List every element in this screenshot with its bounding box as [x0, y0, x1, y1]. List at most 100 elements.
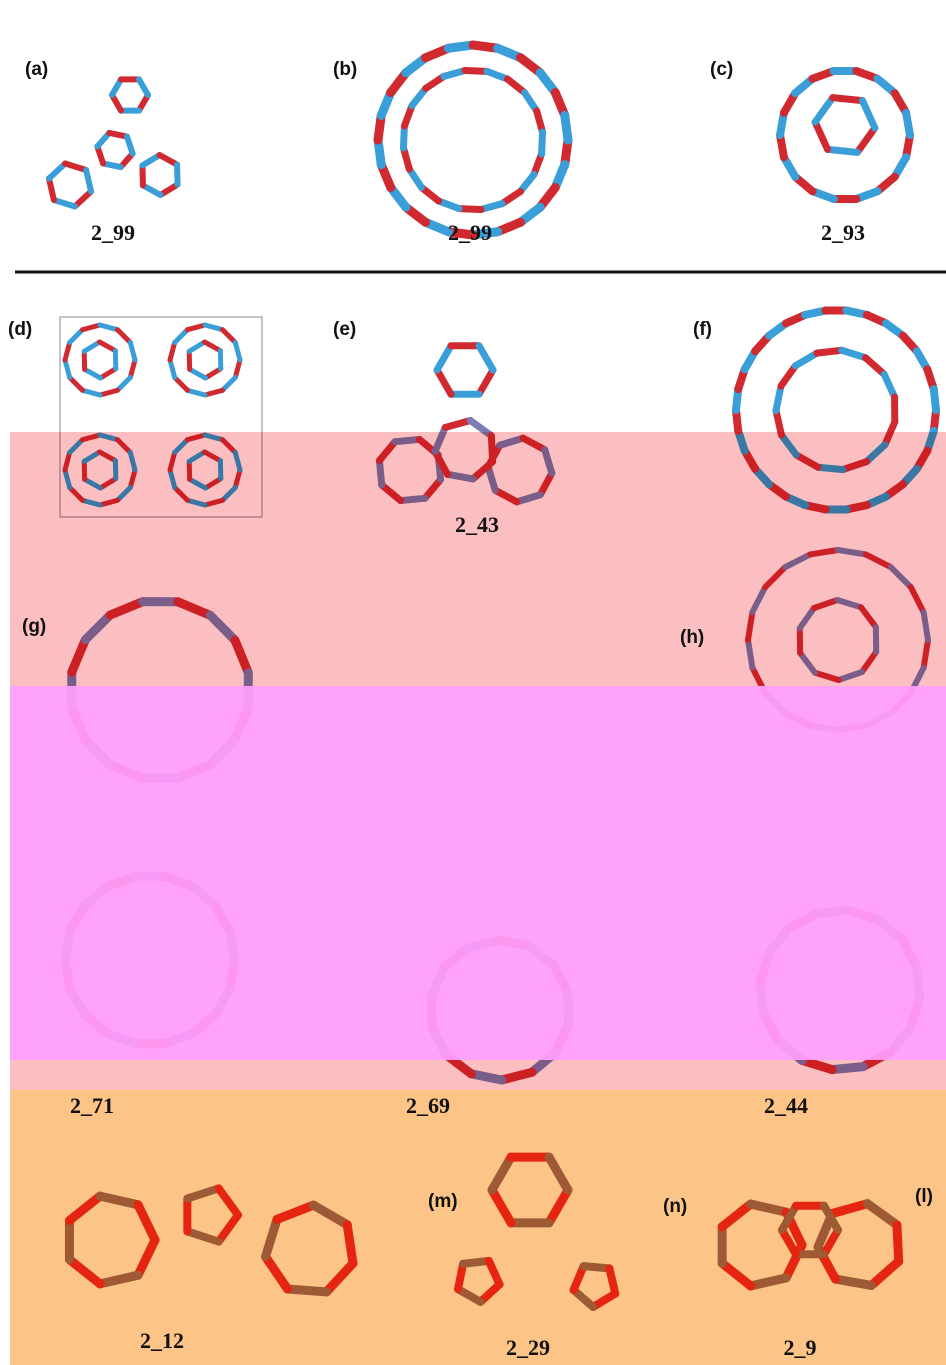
bond: [853, 124, 879, 156]
labels: (a) 2_99 (b) 2_99 (c) 2_93 (d) (e) 2_43 (f) (g) (h)…: [8, 59, 933, 1360]
bond: [185, 322, 208, 333]
bond: [202, 322, 225, 333]
bond: [220, 375, 238, 393]
bond: [433, 366, 455, 398]
bond: [560, 110, 573, 145]
bond: [475, 342, 497, 374]
bond: [123, 133, 136, 157]
panel-label: (a): [25, 59, 48, 80]
panel-caption: 2_99: [448, 220, 492, 245]
bond: [417, 183, 443, 205]
bond: [477, 200, 506, 214]
panel-caption: 2_93: [821, 220, 865, 245]
bond: [475, 366, 497, 398]
bond: [902, 108, 914, 139]
panel-caption: 2_71: [70, 1093, 114, 1118]
bond: [521, 89, 541, 115]
bond: [533, 107, 547, 136]
bond: [136, 76, 151, 98]
bond: [811, 94, 837, 126]
bond: [97, 339, 118, 354]
bond: [399, 122, 408, 152]
orange-overlay: [10, 1090, 946, 1365]
bond: [791, 349, 821, 370]
panel-label: (l): [915, 1186, 933, 1207]
bond: [127, 357, 138, 380]
panel-label: (g): [22, 616, 46, 637]
bond: [127, 340, 138, 363]
bond: [172, 375, 190, 393]
bond: [139, 182, 164, 198]
bond: [859, 97, 879, 132]
panel-label: (b): [333, 59, 357, 80]
bond: [185, 387, 208, 398]
bond: [232, 340, 243, 363]
bond: [422, 72, 448, 92]
bond: [71, 188, 95, 210]
bond: [880, 370, 899, 401]
bond: [186, 339, 208, 354]
bond: [62, 160, 90, 174]
bond: [813, 346, 846, 357]
bond: [67, 327, 85, 345]
bond: [115, 327, 133, 345]
bond: [62, 340, 73, 363]
bond: [83, 167, 95, 195]
bond: [441, 416, 474, 431]
bond: [156, 152, 181, 168]
bond: [503, 75, 529, 97]
bond: [167, 357, 178, 380]
bond: [498, 188, 524, 208]
bond: [811, 118, 831, 153]
bond: [115, 375, 133, 393]
panel-caption: 2_9: [784, 1335, 817, 1360]
bond: [187, 366, 208, 381]
bond: [399, 144, 413, 173]
bond: [139, 152, 163, 169]
panel-label: (f): [693, 319, 712, 340]
panel-label: (c): [710, 59, 733, 80]
bond: [50, 196, 78, 210]
panel-caption: 2_43: [455, 512, 499, 537]
bond: [538, 128, 547, 158]
bond: [777, 362, 799, 390]
bond: [405, 165, 425, 191]
bond: [202, 366, 224, 381]
bond: [172, 327, 190, 345]
bond: [45, 160, 69, 182]
bond: [220, 327, 238, 345]
bond: [435, 197, 463, 213]
bond: [829, 94, 867, 105]
bond: [862, 354, 888, 378]
bond: [433, 342, 455, 374]
panel-label: (d): [8, 319, 32, 340]
bond: [80, 322, 103, 333]
bond: [80, 387, 103, 398]
bond: [97, 366, 119, 381]
bond: [772, 407, 785, 439]
panel-label: (m): [428, 1191, 458, 1212]
bond: [483, 67, 511, 83]
bond: [202, 339, 223, 354]
panel-label: (n): [663, 1196, 687, 1217]
bond: [408, 84, 430, 110]
panel-caption: 2_29: [506, 1335, 550, 1360]
bond: [461, 66, 491, 75]
panel-caption: 2_12: [140, 1328, 184, 1353]
bond: [67, 375, 85, 393]
bond: [157, 181, 181, 198]
bond: [772, 382, 785, 415]
bond: [929, 385, 940, 414]
bond: [45, 175, 57, 203]
magenta-overlay: [10, 686, 946, 1060]
panel-caption: 2_99: [91, 220, 135, 245]
panel-label: (e): [333, 319, 356, 340]
bond: [97, 387, 120, 398]
bond: [82, 366, 103, 381]
panel-label: (h): [680, 627, 704, 648]
bond: [440, 66, 469, 80]
bond: [400, 102, 416, 130]
bond: [530, 150, 546, 178]
bond: [823, 145, 861, 156]
